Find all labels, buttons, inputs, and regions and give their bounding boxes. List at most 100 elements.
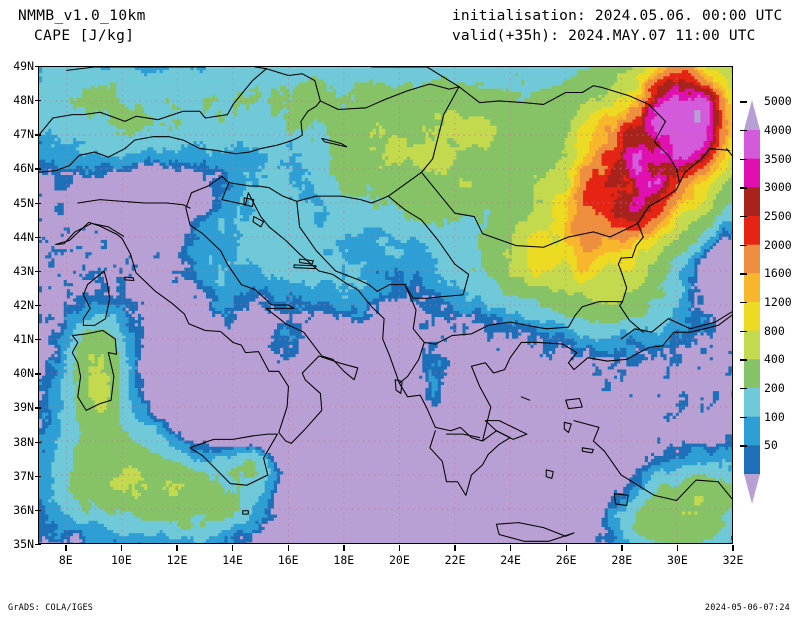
- lat-tick-39N: 39N: [0, 400, 41, 414]
- colorbar-band-1600-2000: [744, 273, 760, 303]
- colorbar-band-above-max: [744, 100, 760, 130]
- map-outline-fr-ch: [39, 117, 54, 170]
- colorbar-tick-2500: [740, 216, 747, 218]
- colorbar-band-2500-3000: [744, 216, 760, 246]
- colorbar-label-4000: 4000: [764, 123, 792, 137]
- map-outline-lake-balaton: [321, 137, 348, 148]
- lat-tick-45N: 45N: [0, 196, 41, 210]
- lon-tick-24E: 24E: [491, 545, 531, 567]
- colorbar-label-3000: 3000: [764, 180, 792, 195]
- lat-tick-41N: 41N: [0, 332, 41, 346]
- map-outline-bih-hr: [296, 200, 378, 292]
- map-outline-island-hvar2: [293, 264, 317, 270]
- colorbar-tick-4000: [740, 130, 747, 132]
- map-outline-de-north: [66, 67, 206, 71]
- lat-tick-36N: 36N: [0, 503, 41, 517]
- lon-tick-10E: 10E: [101, 545, 141, 567]
- map-outline-ro-rs-bg: [420, 86, 639, 248]
- colorbar-tick-5000: [740, 101, 747, 103]
- colorbar-tick-3500: [740, 158, 747, 160]
- map-outline-ch-de-border: [52, 103, 234, 122]
- map-outline-island-lesbos: [565, 397, 583, 410]
- map-plot-area: [38, 66, 733, 544]
- lat-tick-46N: 46N: [0, 161, 41, 175]
- render-timestamp-label: 2024-05-06-07:24: [704, 603, 790, 613]
- colorbar-tick-2000: [740, 244, 747, 246]
- map-outline-sicily: [189, 433, 278, 486]
- colorbar-band-1200-1600: [744, 302, 760, 332]
- map-outline-sardinia: [71, 329, 118, 411]
- colorbar-tick-100: [740, 416, 747, 418]
- colorbar-label-200: 200: [764, 381, 785, 395]
- lon-tick-22E: 22E: [435, 545, 475, 567]
- colorbar-band-200-400: [744, 388, 760, 418]
- map-outline-island-chios: [563, 421, 572, 433]
- initialisation-label: initialisation: 2024.05.06. 00:00 UTC: [452, 8, 783, 24]
- colorbar-band-100-200: [744, 416, 760, 446]
- colorbar: [744, 100, 760, 504]
- colorbar-tick-800: [740, 330, 747, 332]
- map-outline-euboea: [484, 420, 528, 440]
- header-right-block: initialisation: 2024.05.06. 00:00 UTC va…: [452, 6, 782, 46]
- map-outline-gr-north: [404, 284, 576, 345]
- lon-tick-18E: 18E: [324, 545, 364, 567]
- map-outline-tr-bg: [574, 301, 624, 316]
- lat-tick-43N: 43N: [0, 264, 41, 278]
- colorbar-band-4000-5000: [744, 130, 760, 160]
- lat-tick-48N: 48N: [0, 93, 41, 107]
- map-outline-danube-delta: [637, 148, 730, 224]
- lat-tick-38N: 38N: [0, 435, 41, 449]
- map-outline-pl-sk: [371, 67, 460, 88]
- colorbar-band-2000-2500: [744, 244, 760, 274]
- map-outline-at-si-border: [224, 137, 298, 155]
- map-outline-de-cz-at: [232, 68, 321, 105]
- colorbar-band-400-800: [744, 359, 760, 389]
- map-outline-island-sporades: [520, 396, 531, 401]
- cape-filled-contour-map: [39, 67, 732, 543]
- lon-tick-30E: 30E: [657, 545, 697, 567]
- map-outline-island-brac-hvar: [299, 258, 314, 265]
- map-outline-sk-hu: [337, 83, 460, 111]
- map-outline-ua-ro: [458, 85, 603, 105]
- lon-tick-28E: 28E: [602, 545, 642, 567]
- map-outline-island-rhodes: [613, 493, 629, 507]
- lat-tick-47N: 47N: [0, 127, 41, 141]
- colorbar-label-800: 800: [764, 323, 785, 338]
- colorbar-tick-50: [740, 445, 747, 447]
- colorbar-label-2000: 2000: [764, 237, 792, 252]
- map-outline-greece-east: [470, 314, 732, 442]
- model-name-label: NMMB_v1.0_10km: [18, 8, 146, 24]
- map-outline-island-krk: [243, 197, 255, 207]
- colorbar-label-100: 100: [764, 409, 785, 424]
- lon-tick-14E: 14E: [213, 545, 253, 567]
- map-outline-po-valley-river: [77, 199, 191, 209]
- colorbar-band-below-min: [744, 474, 760, 504]
- map-outline-island-pag: [252, 216, 265, 228]
- lon-tick-16E: 16E: [268, 545, 308, 567]
- variable-label: CAPE [J/kg]: [34, 28, 135, 44]
- colorbar-swatches: [744, 100, 760, 504]
- map-outline-peloponnese-in: [446, 433, 481, 439]
- colorbar-label-1200: 1200: [764, 295, 792, 309]
- colorbar-tick-1600: [740, 273, 747, 275]
- lat-tick-44N: 44N: [0, 230, 41, 244]
- map-outline-alps-border-at-it: [39, 136, 226, 173]
- map-outline-island-malta: [242, 510, 249, 515]
- map-outline-turkey-south: [573, 420, 732, 502]
- map-outline-blacksea-nw: [620, 311, 732, 340]
- map-outline-md-ua: [601, 86, 680, 184]
- colorbar-tick-400: [740, 359, 747, 361]
- map-outline-crete: [495, 522, 575, 542]
- colorbar-label-2500: 2500: [764, 209, 792, 223]
- lon-tick-26E: 26E: [546, 545, 586, 567]
- lon-tick-20E: 20E: [379, 545, 419, 567]
- map-outline-gr-al-border: [398, 341, 425, 384]
- map-outline-istria-dalmatia: [221, 182, 511, 496]
- colorbar-tick-200: [740, 388, 747, 390]
- lat-tick-35N: 35N: [0, 537, 41, 551]
- map-outline-cz-pl: [254, 67, 267, 70]
- map-outline-rs-bg-mk-gr: [228, 171, 423, 204]
- colorbar-band-3500-4000: [744, 158, 760, 188]
- lon-tick-8E: 8E: [46, 545, 86, 567]
